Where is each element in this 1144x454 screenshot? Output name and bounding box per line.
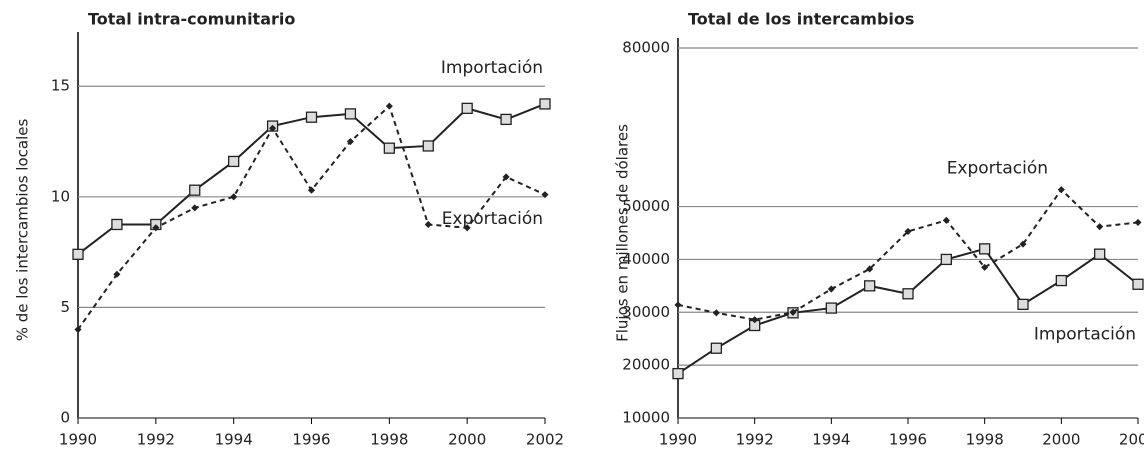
point: [825, 302, 837, 314]
point: [461, 102, 473, 115]
x-tick-label: 2002: [1119, 431, 1144, 449]
y-tick-label: 80000: [622, 39, 670, 57]
point: [1057, 186, 1065, 194]
y-tick-label: 5: [60, 298, 70, 316]
x-tick-label: 1990: [659, 431, 697, 449]
point: [904, 227, 912, 235]
point: [346, 137, 354, 146]
series-annotation: Exportación: [442, 209, 543, 229]
point: [1017, 298, 1029, 311]
y-tick-label: 0: [60, 409, 70, 427]
point: [463, 224, 471, 232]
y-tick-label: 10: [51, 187, 70, 205]
y-tick-label: 40000: [622, 250, 670, 268]
point: [113, 270, 121, 278]
point: [942, 216, 950, 224]
point: [228, 155, 240, 168]
x-tick-label: 2000: [1042, 431, 1080, 449]
point: [712, 309, 720, 317]
point: [1055, 274, 1067, 287]
point: [152, 224, 160, 232]
x-tick-label: 1994: [812, 431, 850, 449]
series-annotation: Importación: [441, 58, 543, 78]
x-tick-label: 1998: [370, 431, 408, 449]
x-tick-label: 1998: [966, 431, 1004, 449]
series-annotation: Exportación: [947, 159, 1048, 179]
point: [674, 301, 682, 309]
point: [940, 253, 952, 266]
y-axis-label: Flujos en millones de dólares: [614, 124, 632, 342]
x-tick-label: 1990: [59, 431, 97, 449]
x-tick-label: 2000: [448, 431, 486, 449]
point: [422, 140, 434, 152]
x-tick-label: 1992: [736, 431, 774, 449]
point: [500, 113, 512, 126]
point: [864, 280, 876, 292]
point: [189, 184, 201, 196]
point: [74, 325, 82, 334]
point: [424, 220, 432, 229]
series-line: [677, 188, 1139, 321]
point: [385, 102, 393, 110]
point: [344, 108, 357, 120]
point: [979, 243, 991, 255]
point: [789, 308, 797, 316]
point: [383, 142, 395, 154]
point: [539, 98, 551, 110]
point: [981, 263, 989, 271]
point: [1132, 278, 1144, 290]
series-annotation: Importación: [1034, 324, 1136, 344]
point: [672, 367, 684, 380]
point: [191, 204, 199, 212]
x-tick-label: 1994: [215, 431, 253, 449]
x-tick-label: 1992: [137, 431, 175, 449]
point: [1096, 223, 1104, 231]
point: [866, 265, 874, 273]
y-tick-label: 30000: [622, 303, 670, 321]
point: [502, 173, 510, 181]
y-tick-label: 15: [51, 77, 70, 95]
y-tick-label: 20000: [622, 356, 670, 374]
y-tick-label: 50000: [622, 197, 670, 215]
point: [269, 124, 277, 132]
x-tick-label: 1996: [292, 431, 330, 449]
point: [305, 111, 318, 123]
point: [111, 218, 123, 231]
series-line: [77, 102, 546, 256]
point: [751, 316, 759, 324]
x-tick-label: 1996: [889, 431, 927, 449]
point: [541, 191, 549, 199]
point: [902, 288, 914, 300]
chart-title: Total de los intercambios: [688, 10, 914, 29]
point: [1094, 248, 1106, 260]
point: [72, 248, 84, 260]
point: [307, 186, 316, 194]
series-line: [677, 247, 1139, 375]
chart-title: Total intra-comunitario: [88, 10, 295, 29]
point: [827, 285, 835, 293]
point: [1134, 218, 1142, 226]
y-tick-label: 10000: [622, 409, 670, 427]
x-tick-label: 2002: [526, 431, 564, 449]
point: [710, 342, 722, 354]
point: [230, 193, 238, 201]
y-axis-label: % de los intercambios locales: [14, 119, 32, 342]
